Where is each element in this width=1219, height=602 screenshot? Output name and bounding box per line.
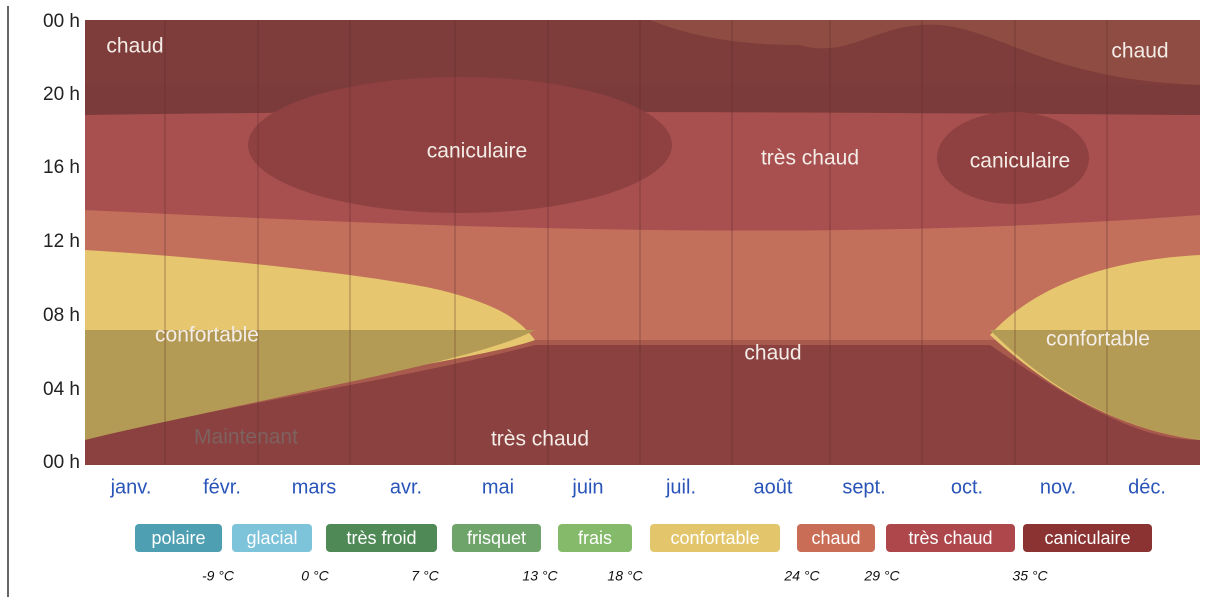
threshold-label: -9 °C bbox=[202, 568, 235, 584]
x-tick-label: août bbox=[754, 476, 793, 498]
region-label: très chaud bbox=[491, 428, 589, 451]
legend-swatch bbox=[135, 524, 222, 552]
x-tick-label: févr. bbox=[203, 476, 241, 498]
region-label: caniculaire bbox=[970, 150, 1070, 173]
legend: polaire glacial très froid frisquet frais con… bbox=[135, 524, 1152, 552]
legend-label: chaud bbox=[811, 528, 860, 548]
legend-label: caniculaire bbox=[1044, 528, 1130, 548]
plot bbox=[85, 20, 1200, 465]
threshold-label: 35 °C bbox=[1012, 568, 1048, 584]
legend-label: frisquet bbox=[467, 528, 526, 548]
y-tick-label: 00 h bbox=[43, 11, 80, 32]
x-tick-label: déc. bbox=[1128, 476, 1166, 498]
threshold-label: 18 °C bbox=[607, 568, 643, 584]
legend-swatch bbox=[452, 524, 541, 552]
x-tick-label: nov. bbox=[1040, 476, 1076, 498]
threshold-label: 29 °C bbox=[863, 568, 900, 584]
y-tick-label: 16 h bbox=[43, 157, 80, 178]
y-tick-label: 00 h bbox=[43, 452, 80, 473]
region-label: chaud bbox=[744, 342, 801, 365]
legend-label: polaire bbox=[151, 528, 205, 548]
region-label: très chaud bbox=[761, 147, 859, 170]
y-tick-label: 04 h bbox=[43, 379, 80, 400]
x-tick-label: sept. bbox=[842, 476, 885, 498]
x-tick-label: oct. bbox=[951, 476, 983, 498]
x-tick-label: avr. bbox=[390, 476, 422, 498]
x-axis: janv. févr. mars avr. mai juin juil. août sept. o… bbox=[110, 476, 1166, 498]
region-label: caniculaire bbox=[427, 140, 527, 163]
region-label: chaud bbox=[106, 35, 163, 58]
region-label: chaud bbox=[1111, 40, 1168, 63]
region-label: confortable bbox=[1046, 328, 1150, 351]
y-tick-label: 12 h bbox=[43, 231, 80, 252]
region-label: confortable bbox=[155, 324, 259, 347]
threshold-label: 24 °C bbox=[783, 568, 820, 584]
thresholds: -9 °C 0 °C 7 °C 13 °C 18 °C 24 °C 29 °C 35 °C bbox=[202, 568, 1048, 584]
legend-swatch bbox=[886, 524, 1015, 552]
now-label: Maintenant bbox=[194, 426, 298, 449]
legend-swatch bbox=[1023, 524, 1152, 552]
legend-label: très chaud bbox=[908, 528, 992, 548]
x-tick-label: mars bbox=[292, 476, 336, 498]
legend-swatch bbox=[326, 524, 437, 552]
x-tick-label: juin bbox=[571, 476, 603, 498]
x-tick-label: mai bbox=[482, 476, 514, 498]
y-tick-label: 08 h bbox=[43, 305, 80, 326]
legend-label: très froid bbox=[346, 528, 416, 548]
y-tick-label: 20 h bbox=[43, 84, 80, 105]
threshold-label: 7 °C bbox=[411, 568, 439, 584]
x-tick-label: juil. bbox=[665, 476, 696, 498]
threshold-label: 13 °C bbox=[522, 568, 558, 584]
legend-swatch bbox=[650, 524, 780, 552]
legend-label: frais bbox=[578, 528, 612, 548]
legend-swatch bbox=[797, 524, 875, 552]
threshold-label: 0 °C bbox=[301, 568, 329, 584]
legend-label: confortable bbox=[670, 528, 759, 548]
legend-swatch bbox=[232, 524, 312, 552]
x-tick-label: janv. bbox=[110, 476, 152, 498]
legend-label: glacial bbox=[246, 528, 297, 548]
legend-swatch bbox=[558, 524, 632, 552]
